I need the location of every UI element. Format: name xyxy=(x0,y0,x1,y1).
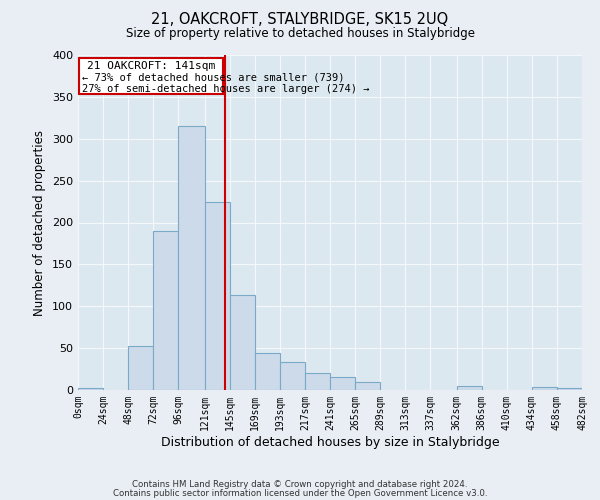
Text: Contains HM Land Registry data © Crown copyright and database right 2024.: Contains HM Land Registry data © Crown c… xyxy=(132,480,468,489)
Bar xyxy=(532,386,557,390)
Bar xyxy=(205,202,230,390)
FancyBboxPatch shape xyxy=(79,58,223,94)
Text: 21, OAKCROFT, STALYBRIDGE, SK15 2UQ: 21, OAKCROFT, STALYBRIDGE, SK15 2UQ xyxy=(151,12,449,28)
Bar xyxy=(128,346,153,390)
Bar xyxy=(355,382,380,390)
Bar xyxy=(330,378,355,390)
Bar xyxy=(178,126,205,390)
Text: 21 OAKCROFT: 141sqm: 21 OAKCROFT: 141sqm xyxy=(87,61,215,71)
Bar xyxy=(305,373,330,390)
Bar xyxy=(255,353,280,390)
Bar xyxy=(153,231,178,390)
Bar xyxy=(280,362,305,390)
Bar xyxy=(78,388,103,390)
Bar xyxy=(557,388,582,390)
X-axis label: Distribution of detached houses by size in Stalybridge: Distribution of detached houses by size … xyxy=(161,436,499,448)
Text: 27% of semi-detached houses are larger (274) →: 27% of semi-detached houses are larger (… xyxy=(82,84,370,94)
Y-axis label: Number of detached properties: Number of detached properties xyxy=(34,130,46,316)
Bar xyxy=(457,386,482,390)
Text: Size of property relative to detached houses in Stalybridge: Size of property relative to detached ho… xyxy=(125,28,475,40)
Text: ← 73% of detached houses are smaller (739): ← 73% of detached houses are smaller (73… xyxy=(82,72,344,83)
Bar xyxy=(230,296,255,390)
Text: Contains public sector information licensed under the Open Government Licence v3: Contains public sector information licen… xyxy=(113,488,487,498)
